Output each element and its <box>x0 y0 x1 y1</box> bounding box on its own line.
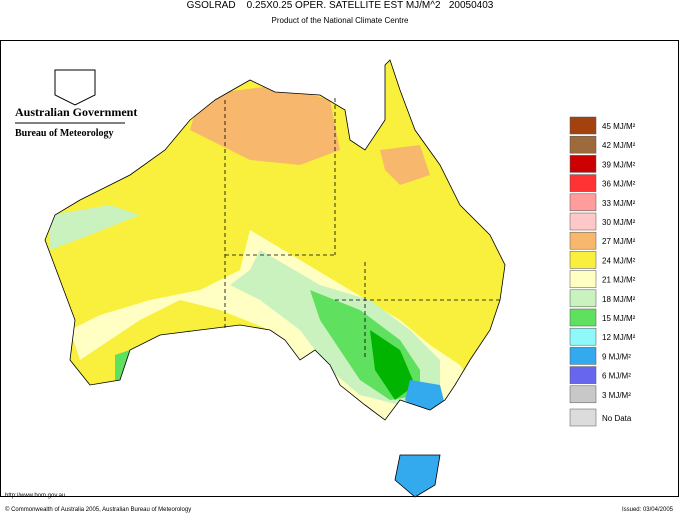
legend-swatch <box>569 174 597 192</box>
legend: 45 MJ/M² 42 MJ/M² 39 MJ/M² 36 MJ/M² 33 MJ/M²… <box>569 116 636 427</box>
subtitle: Product of the National Climate Centre <box>272 16 410 25</box>
legend-label: 27 MJ/M² <box>602 237 636 246</box>
legend-swatch <box>569 270 597 288</box>
crest <box>54 69 96 106</box>
legend-swatch <box>569 308 597 327</box>
legend-label: 18 MJ/M² <box>602 295 636 304</box>
legend-label: 21 MJ/M² <box>602 276 636 285</box>
legend-swatch <box>569 327 597 346</box>
legend-swatch <box>569 193 597 212</box>
legend-label: 36 MJ/M² <box>602 180 636 189</box>
borders <box>44 59 506 498</box>
legend-swatch <box>569 408 597 427</box>
legend-swatch <box>569 366 597 384</box>
legend-swatch <box>569 231 597 250</box>
footer-url: http://www.bom.gov.au <box>5 493 65 499</box>
legend-label: 30 MJ/M² <box>602 218 636 227</box>
legend-swatch <box>569 289 597 308</box>
legend-swatch <box>569 155 597 173</box>
legend-label: No Data <box>602 414 632 423</box>
legend-swatch <box>569 135 597 154</box>
legend-swatch <box>569 385 597 404</box>
legend-label: 15 MJ/M² <box>602 314 636 323</box>
legend-label: 24 MJ/M² <box>602 256 636 265</box>
legend-label: 45 MJ/M² <box>602 122 636 131</box>
legend-label: 42 MJ/M² <box>602 141 636 150</box>
logo: Australian Government Bureau of Meteorol… <box>15 69 137 139</box>
logo-bureau: Bureau of Meteorology <box>15 128 114 139</box>
legend-label: 3 MJ/M² <box>602 391 631 400</box>
legend-swatch <box>569 212 597 231</box>
logo-government: Australian Government <box>15 105 137 119</box>
legend-label: 33 MJ/M² <box>602 199 636 208</box>
legend-label: 9 MJ/M² <box>602 352 631 361</box>
legend-label: 12 MJ/M² <box>602 333 636 342</box>
legend-label: 39 MJ/M² <box>602 160 636 169</box>
legend-swatch <box>569 251 597 269</box>
legend-swatch <box>569 116 597 135</box>
footer-copyright: © Commonwealth of Australia 2005, Austra… <box>5 506 191 513</box>
legend-swatch <box>569 347 597 365</box>
title: GSOLRAD 0.25X0.25 OPER. SATELLITE EST MJ… <box>187 0 494 11</box>
footer-issued: Issued: 03/04/2005 <box>622 507 674 513</box>
legend-label: 6 MJ/M² <box>602 372 631 381</box>
